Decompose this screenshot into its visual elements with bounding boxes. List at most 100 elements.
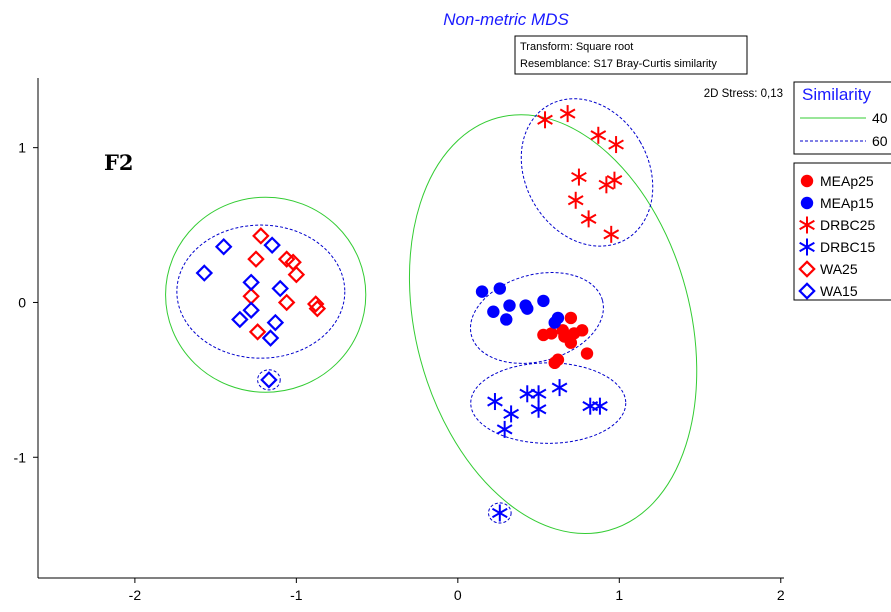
legend-label-DRBC15: DRBC15 <box>820 239 875 255</box>
data-point <box>564 311 578 325</box>
chart-title: Non-metric MDS <box>443 10 569 29</box>
data-point <box>558 330 571 343</box>
data-point <box>580 210 597 228</box>
data-point <box>548 356 561 370</box>
data-point <box>252 227 270 245</box>
similarity-ellipse-60 <box>488 502 512 524</box>
series-MEAp25 <box>537 311 594 370</box>
y-tick-label: -1 <box>14 449 27 465</box>
legend-label-DRBC25: DRBC25 <box>820 217 875 233</box>
data-point <box>592 397 608 415</box>
data-point <box>263 236 281 254</box>
data-point <box>493 282 507 295</box>
series-DRBC15 <box>487 379 608 522</box>
info-transform: Transform: Square root <box>520 41 633 53</box>
data-point <box>598 176 615 194</box>
series-DRBC25 <box>537 105 624 243</box>
data-point <box>519 385 536 403</box>
legend-similarity: Similarity 40 60 <box>793 81 891 155</box>
data-point <box>571 168 587 186</box>
legend-marker-WA25 <box>798 260 816 278</box>
panel-label: F2 <box>104 150 134 175</box>
data-point <box>475 285 489 298</box>
data-point <box>567 191 584 209</box>
similarity-ellipse-60 <box>257 369 281 391</box>
data-point <box>306 295 325 313</box>
data-point <box>496 420 513 438</box>
info-box-frame <box>514 35 748 75</box>
data-point <box>590 126 607 144</box>
similarity-ellipse-60 <box>469 272 604 364</box>
legend-label-60: 60 <box>872 133 888 149</box>
legend-label-WA25: WA25 <box>820 261 858 277</box>
legend-groups: MEAp25 MEAp15 DRBC25 DRBC15 WA25 WA15 <box>793 162 891 301</box>
info-box: Transform: Square root Resemblance: S17 … <box>514 35 748 75</box>
series-WA25 <box>242 227 327 341</box>
data-point <box>491 504 508 522</box>
y-tick-label: 1 <box>18 140 26 156</box>
data-point <box>287 265 306 284</box>
data-point <box>500 313 513 326</box>
x-tick-label: 0 <box>454 587 462 603</box>
data-point <box>503 405 519 423</box>
data-point <box>545 327 558 340</box>
legend-label-MEAp15: MEAp15 <box>820 195 874 211</box>
data-point <box>214 237 233 256</box>
series-MEAp15 <box>475 282 565 329</box>
data-point <box>242 287 260 306</box>
data-point <box>551 379 568 397</box>
data-point <box>271 279 289 298</box>
similarity-ellipse-60 <box>520 98 654 247</box>
data-point <box>608 136 624 154</box>
data-point <box>537 111 553 129</box>
legend-marker-MEAp15 <box>800 196 814 210</box>
x-tick-label: -1 <box>290 587 303 603</box>
stress-label: 2D Stress: 0,13 <box>704 88 783 100</box>
data-point <box>242 301 260 319</box>
data-point <box>603 225 620 243</box>
data-point <box>530 385 547 403</box>
data-point <box>537 294 550 308</box>
x-tick-label: -2 <box>129 587 142 603</box>
data-point <box>266 313 285 332</box>
info-resemblance: Resemblance: S17 Bray-Curtis similarity <box>520 58 717 70</box>
data-point <box>248 323 267 341</box>
data-point <box>551 311 565 325</box>
data-point <box>277 293 296 312</box>
legend-similarity-title: Similarity <box>802 85 871 104</box>
legend-label-WA15: WA15 <box>820 283 858 299</box>
y-tick-label: 0 <box>18 294 26 310</box>
legend-marker-DRBC15 <box>799 238 815 256</box>
data-point <box>247 250 265 268</box>
legend-label-MEAp25: MEAp25 <box>820 173 874 189</box>
similarity-ellipse-60 <box>176 224 346 359</box>
data-point <box>575 324 589 337</box>
axes-layer: -2 -1 0 1 2 -1 0 1 <box>14 78 785 603</box>
similarity-ellipse-40 <box>408 114 698 535</box>
data-point <box>582 397 599 415</box>
data-point <box>261 329 280 347</box>
data-point <box>195 264 214 282</box>
data-point <box>530 400 547 418</box>
similarity-ellipse-60 <box>470 362 627 444</box>
legend-marker-WA15 <box>798 282 816 300</box>
data-point <box>580 347 594 360</box>
legend-marker-MEAp25 <box>800 174 814 188</box>
x-tick-label: 2 <box>777 587 785 603</box>
data-point <box>487 393 503 411</box>
data-point <box>231 310 249 329</box>
data-point <box>521 302 534 315</box>
legend-marker-DRBC25 <box>799 216 815 234</box>
series-WA15 <box>195 236 289 389</box>
data-point <box>559 105 576 123</box>
legend-label-40: 40 <box>872 110 888 126</box>
data-point <box>260 371 278 389</box>
data-point <box>308 299 327 318</box>
data-point <box>487 305 500 318</box>
x-tick-label: 1 <box>615 587 623 603</box>
points-layer <box>195 105 624 522</box>
similarity-ellipse-40 <box>165 196 367 393</box>
data-point <box>503 299 516 312</box>
ellipses-layer <box>165 98 698 535</box>
